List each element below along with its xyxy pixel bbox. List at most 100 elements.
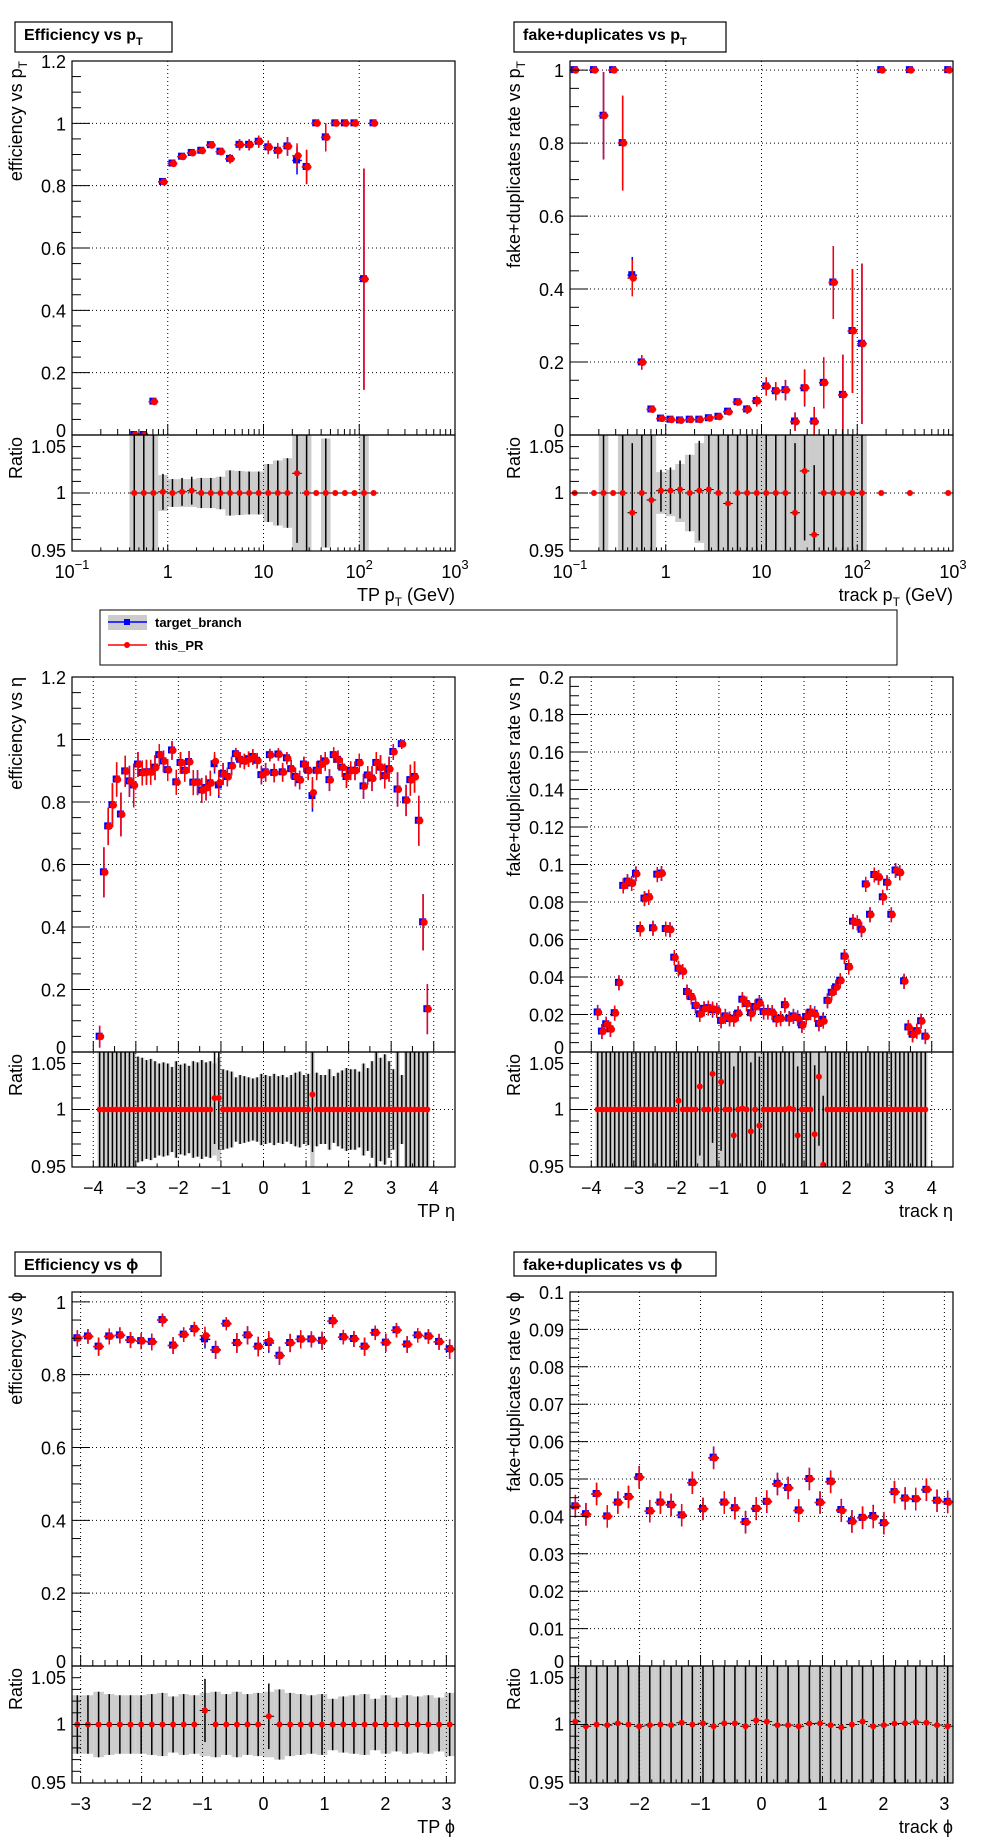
x-tick-base: −3 xyxy=(568,1794,589,1814)
pr-point xyxy=(294,152,302,160)
ratio-point xyxy=(619,490,626,496)
pr-point xyxy=(878,66,886,74)
ratio-point xyxy=(271,1106,278,1113)
ratio-point xyxy=(637,1106,644,1113)
ratio-point xyxy=(880,1722,887,1729)
ratio-point xyxy=(377,1106,384,1113)
y-tick-label: 0.08 xyxy=(529,893,564,913)
ratio-point xyxy=(610,490,617,496)
grid xyxy=(570,61,953,551)
pr-point xyxy=(165,766,173,774)
pr-point xyxy=(236,141,245,149)
ratio-point xyxy=(896,1106,903,1113)
ratio-point xyxy=(773,1106,780,1113)
pr-point xyxy=(352,767,360,775)
x-tick-label: −3 xyxy=(624,1178,645,1198)
ratio-point xyxy=(657,1721,664,1728)
ratio-point xyxy=(386,1106,393,1113)
pr-point xyxy=(732,1504,740,1512)
x-tick-exponent: −1 xyxy=(75,557,90,572)
pr-point xyxy=(715,413,724,421)
pr-point xyxy=(572,1502,580,1510)
pr-point xyxy=(223,1320,231,1328)
pr-point xyxy=(600,112,609,120)
ratio-point xyxy=(294,470,301,477)
ratio-point xyxy=(296,1106,303,1113)
pr-point xyxy=(186,758,194,766)
ratio-point xyxy=(130,1106,137,1113)
ratio-y-axis-title: Ratio xyxy=(504,437,524,479)
pr-point xyxy=(721,1498,729,1507)
ratio-point xyxy=(572,1718,579,1725)
ratio-point xyxy=(763,490,770,496)
ratio-point xyxy=(934,1722,941,1729)
x-tick-exponent: 2 xyxy=(366,557,373,572)
ratio-y-tick-label: 0.95 xyxy=(31,1157,66,1177)
pr-point xyxy=(177,759,186,767)
x-tick-base: 1 xyxy=(319,1794,329,1814)
ratio-point xyxy=(237,1106,244,1113)
ratio-point xyxy=(424,1106,431,1113)
ratio-point xyxy=(236,490,243,496)
ratio-point xyxy=(677,486,684,493)
pr-point xyxy=(118,810,126,819)
ratio-point xyxy=(827,1722,834,1729)
pr-point xyxy=(287,1339,295,1347)
ratio-point xyxy=(326,1106,333,1113)
ratio-point xyxy=(593,1721,600,1728)
pr-point xyxy=(689,1479,697,1487)
ratio-point xyxy=(688,1106,695,1113)
pr-point xyxy=(838,1507,846,1515)
ratio-point xyxy=(160,1106,167,1113)
ratio-point xyxy=(393,1721,400,1728)
ratio-point xyxy=(858,490,865,496)
pr-point xyxy=(633,870,641,878)
ratio-point xyxy=(614,1720,621,1727)
legend-pr-marker xyxy=(124,642,130,648)
x-tick-base: −2 xyxy=(131,1794,152,1814)
pr-point xyxy=(342,119,350,127)
pr-point xyxy=(169,746,177,755)
x-tick-label: −2 xyxy=(168,1178,189,1198)
ratio-point xyxy=(207,490,214,496)
main-points xyxy=(72,1313,455,1365)
ratio-point xyxy=(701,1106,708,1113)
ratio-point xyxy=(180,1721,187,1728)
y-tick-label: 1 xyxy=(56,731,66,751)
pr-point xyxy=(131,431,139,435)
x-tick-base: −2 xyxy=(629,1794,650,1814)
x-tick-label: 3 xyxy=(884,1178,894,1198)
pr-point xyxy=(677,416,685,425)
pr-point xyxy=(275,147,283,155)
y-axis-title: fake+duplicates rate vs pT xyxy=(504,60,528,268)
ratio-point xyxy=(341,490,348,496)
plot-panel-5: fake+duplicates vs ϕ −3 −2 −1 0 1 2 3 0 0.01 0.02 0… xyxy=(504,1251,954,1837)
ratio-point xyxy=(265,1713,272,1720)
ratio-point xyxy=(190,1106,197,1113)
ratio-point xyxy=(360,490,367,496)
title-box xyxy=(513,1251,717,1277)
x-tick-label: −2 xyxy=(131,1794,152,1814)
pr-point xyxy=(322,757,330,765)
main-points xyxy=(570,1446,953,1535)
pr-point xyxy=(849,1518,857,1526)
ratio-points xyxy=(594,1052,929,1167)
pr-point xyxy=(922,1033,930,1041)
x-tick-base: 3 xyxy=(441,1794,451,1814)
ratio-point xyxy=(207,1106,214,1113)
y-tick-label: 0 xyxy=(56,421,66,441)
pr-point xyxy=(361,275,369,283)
x-tick-label: −3 xyxy=(70,1794,91,1814)
pr-point xyxy=(301,760,309,769)
ratio-point xyxy=(211,1095,218,1101)
ratio-point xyxy=(148,1721,155,1728)
pr-point xyxy=(837,977,845,985)
pr-point xyxy=(799,1021,807,1029)
pr-point xyxy=(667,926,675,934)
ratio-y-tick-label: 0.95 xyxy=(31,541,66,561)
pr-point xyxy=(194,779,203,787)
ratio-y-tick-label: 1.05 xyxy=(529,1668,564,1688)
pr-point xyxy=(802,383,810,392)
x-tick-base: 3 xyxy=(386,1178,396,1198)
ratio-point xyxy=(283,1106,290,1113)
